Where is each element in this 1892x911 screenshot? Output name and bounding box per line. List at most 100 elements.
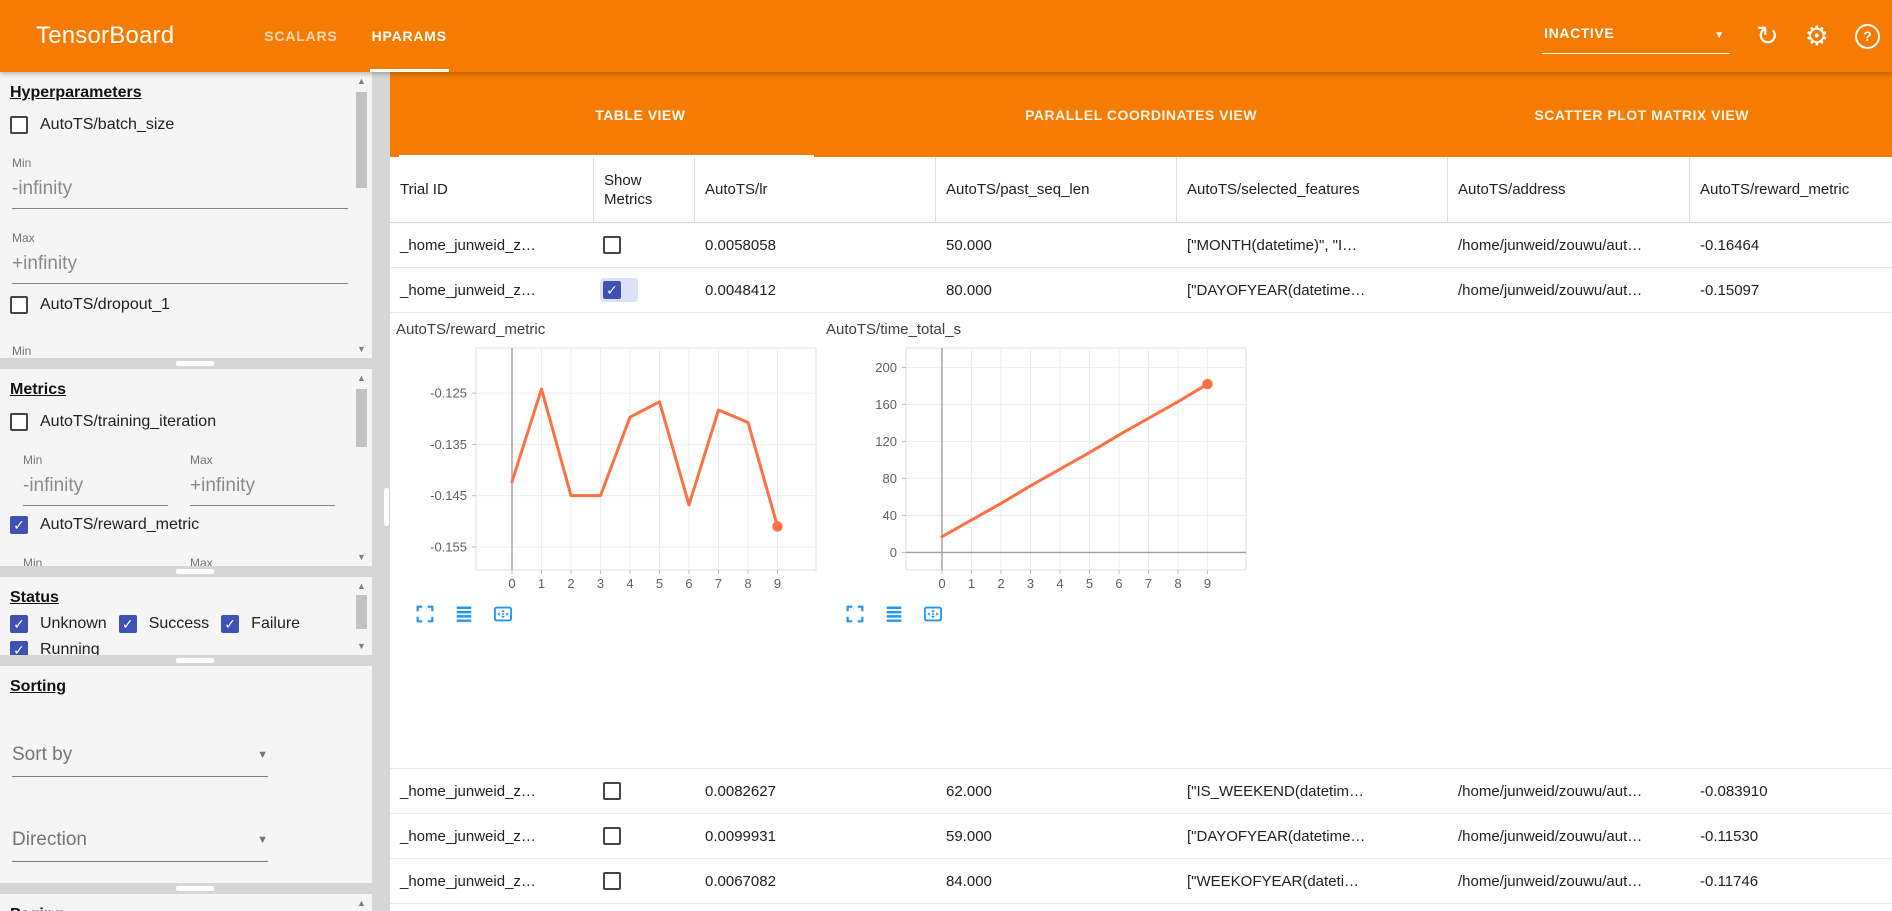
metric-row-training-iteration[interactable]: AutoTS/training_iteration xyxy=(10,413,216,431)
tab-parallel-coordinates-view[interactable]: PARALLEL COORDINATES VIEW xyxy=(1025,106,1257,123)
tab-table-view[interactable]: TABLE VIEW xyxy=(390,72,891,157)
show-metrics-checkbox[interactable] xyxy=(603,235,621,254)
show-metrics-cell xyxy=(594,869,695,894)
sort-by-dropdown[interactable]: Sort by ▼ xyxy=(12,744,268,777)
trial-id-cell: _home_junweid_z… xyxy=(400,872,536,890)
table-header: Trial ID Show Metrics AutoTS/lr AutoTS/p… xyxy=(390,157,1892,223)
show-metrics-checkbox-wrap xyxy=(600,233,638,257)
scrollbar[interactable]: ▲ xyxy=(354,896,369,911)
svg-text:1: 1 xyxy=(538,576,545,591)
max-field-batch-size: Max +infinity xyxy=(12,231,348,284)
checkbox-running[interactable] xyxy=(10,641,28,655)
address-cell: /home/junweid/zouwu/aut… xyxy=(1458,872,1643,890)
scrollbar[interactable]: ▲ ▼ xyxy=(354,74,369,356)
past-seq-len-cell: 84.000 xyxy=(946,872,992,890)
panel-resize-handle[interactable] xyxy=(176,658,214,663)
panel-resize-handle[interactable] xyxy=(176,361,214,366)
hparam-row-dropout-1[interactable]: AutoTS/dropout_1 xyxy=(10,296,170,314)
tab-scalars[interactable]: SCALARS xyxy=(264,28,338,44)
lr-cell: 0.0082627 xyxy=(705,782,776,800)
scroll-down-icon[interactable]: ▼ xyxy=(357,552,366,562)
show-metrics-checkbox[interactable] xyxy=(603,826,621,845)
gear-icon[interactable]: ⚙ xyxy=(1804,20,1829,51)
scroll-thumb[interactable] xyxy=(356,389,367,447)
restore-zoom-icon[interactable] xyxy=(922,603,944,625)
trial-id-cell: _home_junweid_z… xyxy=(400,281,536,299)
max-field: Max xyxy=(190,556,335,566)
address-cell: /home/junweid/zouwu/aut… xyxy=(1458,281,1643,299)
scroll-down-icon[interactable]: ▼ xyxy=(357,344,366,354)
data-view-icon[interactable] xyxy=(883,603,905,625)
sidebar-resize-handle[interactable] xyxy=(384,488,389,526)
checkbox-reward-metric[interactable] xyxy=(10,516,28,534)
tab-scatter-plot-matrix-view[interactable]: SCATTER PLOT MATRIX VIEW xyxy=(1534,106,1749,123)
status-option-failure[interactable]: Failure xyxy=(221,615,300,633)
scroll-up-icon[interactable]: ▲ xyxy=(357,581,366,591)
scrollbar[interactable]: ▲ ▼ xyxy=(354,579,369,653)
status-label: Running xyxy=(40,641,100,655)
table-body: _home_junweid_z… 0.0058058 50.000 ["MONT… xyxy=(390,223,1892,904)
scroll-up-icon[interactable]: ▲ xyxy=(357,76,366,86)
header-actions: INACTIVE ▼ ↻ ⚙ ? xyxy=(1542,0,1880,72)
metric-chart: AutoTS/reward_metric 0 1 2 3 4 5 6 7 8 9 -0.125 -0.… xyxy=(392,317,822,625)
svg-text:200: 200 xyxy=(875,360,897,375)
checkbox-dropout-1[interactable] xyxy=(10,296,28,314)
field-label: Min xyxy=(12,156,32,170)
status-options: Unknown Success Failure Running xyxy=(10,615,310,655)
svg-text:6: 6 xyxy=(1115,576,1122,591)
svg-text:1: 1 xyxy=(968,576,975,591)
chart-title: AutoTS/reward_metric xyxy=(396,321,546,338)
min-input[interactable]: -infinity xyxy=(23,475,168,506)
tab-hparams[interactable]: HPARAMS xyxy=(369,0,450,72)
direction-dropdown[interactable]: Direction ▼ xyxy=(12,829,268,862)
section-title-hyperparameters: Hyperparameters xyxy=(10,84,142,101)
scroll-thumb[interactable] xyxy=(356,92,367,188)
svg-text:5: 5 xyxy=(1086,576,1093,591)
svg-text:80: 80 xyxy=(883,471,897,486)
svg-text:5: 5 xyxy=(656,576,663,591)
selected-features-cell: ["WEEKOFYEAR(dateti… xyxy=(1187,872,1360,890)
min-max-fields: Min -infinity Max +infinity xyxy=(23,437,350,506)
hparam-row-batch-size[interactable]: AutoTS/batch_size xyxy=(10,116,174,134)
scroll-up-icon[interactable]: ▲ xyxy=(357,373,366,383)
status-option-unknown[interactable]: Unknown xyxy=(10,615,107,633)
refresh-icon[interactable]: ↻ xyxy=(1756,20,1779,51)
max-input[interactable]: +infinity xyxy=(190,475,335,506)
table-row: _home_junweid_z… 0.0048412 80.000 ["DAYO… xyxy=(390,268,1892,313)
hparam-label: AutoTS/dropout_1 xyxy=(40,296,170,313)
scroll-up-icon[interactable]: ▲ xyxy=(357,898,366,908)
metric-row-reward-metric[interactable]: AutoTS/reward_metric xyxy=(10,516,199,534)
status-option-success[interactable]: Success xyxy=(118,615,209,633)
reward-metric-cell: -0.083910 xyxy=(1700,782,1768,800)
expand-icon[interactable] xyxy=(414,603,436,625)
help-icon[interactable]: ? xyxy=(1855,23,1880,49)
chart-plot[interactable]: 0 1 2 3 4 5 6 7 8 9 0 40 80 120 160 200 xyxy=(822,338,1252,596)
checkbox-unknown[interactable] xyxy=(10,615,28,633)
status-option-running[interactable]: Running xyxy=(10,641,100,655)
chart-plot[interactable]: 0 1 2 3 4 5 6 7 8 9 -0.125 -0.135 -0.145 -0.155 xyxy=(392,338,822,596)
table-row: _home_junweid_z… 0.0067082 84.000 ["WEEK… xyxy=(390,859,1892,904)
restore-zoom-icon[interactable] xyxy=(492,603,514,625)
checkbox-success[interactable] xyxy=(118,615,137,633)
panel-resize-handle[interactable] xyxy=(176,569,214,574)
min-input[interactable]: -infinity xyxy=(12,178,348,209)
scroll-down-icon[interactable]: ▼ xyxy=(357,641,366,651)
run-status-dropdown[interactable]: INACTIVE ▼ xyxy=(1542,19,1731,54)
past-seq-len-cell: 80.000 xyxy=(946,281,992,299)
data-view-icon[interactable] xyxy=(453,603,475,625)
metric-label: AutoTS/training_iteration xyxy=(40,413,217,430)
max-input[interactable]: +infinity xyxy=(12,253,348,284)
panel-resize-handle[interactable] xyxy=(176,886,214,891)
scroll-thumb[interactable] xyxy=(356,595,367,629)
section-title-metrics: Metrics xyxy=(10,381,67,398)
scrollbar[interactable]: ▲ ▼ xyxy=(354,371,369,564)
checkbox-batch-size[interactable] xyxy=(10,116,28,134)
show-metrics-checkbox-wrap xyxy=(600,869,638,893)
checkbox-training-iteration[interactable] xyxy=(10,413,28,431)
show-metrics-checkbox[interactable] xyxy=(603,281,621,299)
field-label: Max xyxy=(12,231,35,245)
show-metrics-checkbox[interactable] xyxy=(603,781,621,800)
checkbox-failure[interactable] xyxy=(221,615,240,633)
expand-icon[interactable] xyxy=(844,603,866,625)
show-metrics-checkbox[interactable] xyxy=(603,871,621,890)
